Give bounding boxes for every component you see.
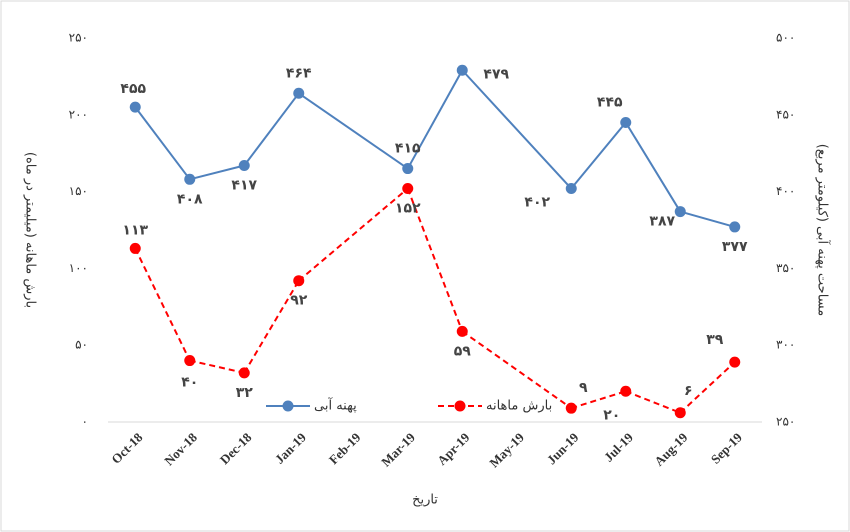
- y2-tick-label: ۴۰۰: [776, 184, 795, 198]
- y2-tick-label: ۳۵۰: [776, 261, 795, 275]
- line-segment: [134, 106, 191, 180]
- data-label: ۴۷۹: [483, 66, 509, 82]
- line-segment: [679, 210, 736, 228]
- y-tick-label: ۱۰۰: [69, 261, 88, 275]
- line-segment: [189, 164, 245, 181]
- data-label: ۳۹: [706, 332, 724, 348]
- y-tick-label: ۵۰: [75, 338, 88, 352]
- legend-label: پهنه آبی: [314, 397, 357, 414]
- data-label: ۳۷۷: [722, 239, 748, 255]
- legend-marker: [282, 400, 294, 412]
- y2-tick-label: ۴۵۰: [776, 107, 795, 121]
- line-segment: [243, 280, 300, 374]
- data-point: [565, 183, 577, 195]
- data-point: [184, 173, 196, 185]
- data-label: ۳۲: [236, 385, 254, 401]
- data-label: ۲۰: [603, 407, 620, 423]
- data-point: [620, 385, 632, 397]
- data-label: ۴۶۴: [286, 65, 312, 81]
- data-point: [293, 275, 305, 287]
- data-point: [129, 101, 141, 113]
- data-point: [402, 163, 414, 175]
- y-tick-label: ۲۰۰: [69, 107, 88, 121]
- data-point: [729, 221, 741, 233]
- line-segment: [461, 330, 572, 409]
- data-point: [293, 87, 305, 99]
- data-label: ۵۹: [454, 343, 472, 359]
- y-axis-title: بارش ماهانه (میلیمتر در ماه): [23, 152, 38, 308]
- data-label: ۹: [579, 380, 588, 396]
- data-point: [402, 183, 414, 195]
- data-label: ۴۱۵: [395, 141, 421, 157]
- data-point: [184, 355, 196, 367]
- data-point: [456, 325, 468, 337]
- data-label: ۴۰: [181, 375, 198, 391]
- legend-marker: [454, 400, 466, 412]
- data-label: ۴۰۸: [177, 191, 203, 207]
- data-point: [674, 206, 686, 218]
- x-axis-title: تاریخ: [412, 493, 438, 508]
- data-point: [129, 242, 141, 254]
- line-segment: [570, 121, 627, 190]
- data-label: ۳۸۷: [649, 214, 675, 230]
- data-label: ۶: [684, 383, 693, 399]
- data-point: [238, 367, 250, 379]
- data-label: ۱۱۳: [122, 222, 148, 238]
- y-tick-label: ۱۵۰: [69, 184, 88, 198]
- line-segment: [679, 361, 736, 414]
- line-segment: [624, 121, 682, 213]
- data-point: [456, 64, 468, 76]
- legend-label: بارش ماهانه: [486, 399, 552, 414]
- line-segment: [298, 187, 409, 282]
- line-segment: [406, 69, 464, 170]
- y2-tick-label: ۳۰۰: [776, 338, 795, 352]
- data-point: [565, 402, 577, 414]
- data-label: ۴۰۲: [524, 195, 550, 211]
- y-tick-label: ۰: [82, 415, 88, 429]
- data-label: ۱۵۲: [395, 201, 421, 217]
- line-segment: [406, 188, 464, 332]
- data-label: ۹۲: [290, 293, 308, 309]
- data-label: ۴۴۵: [597, 94, 623, 110]
- line-segment: [243, 92, 300, 167]
- data-point: [238, 159, 250, 171]
- y2-tick-label: ۲۵۰: [776, 415, 795, 429]
- data-point: [620, 116, 632, 128]
- data-label: ۴۱۷: [231, 177, 257, 193]
- line-segment: [461, 69, 572, 190]
- data-label: ۴۵۵: [120, 81, 146, 97]
- y2-axis-title: مساحت پهنه آبی (کیلومتر مربع): [815, 144, 832, 316]
- data-point: [729, 356, 741, 368]
- y-tick-label: ۲۵۰: [69, 31, 88, 45]
- line-segment: [298, 92, 409, 170]
- line-segment: [134, 247, 191, 361]
- data-point: [674, 407, 686, 419]
- y2-tick-label: ۵۰۰: [776, 31, 795, 45]
